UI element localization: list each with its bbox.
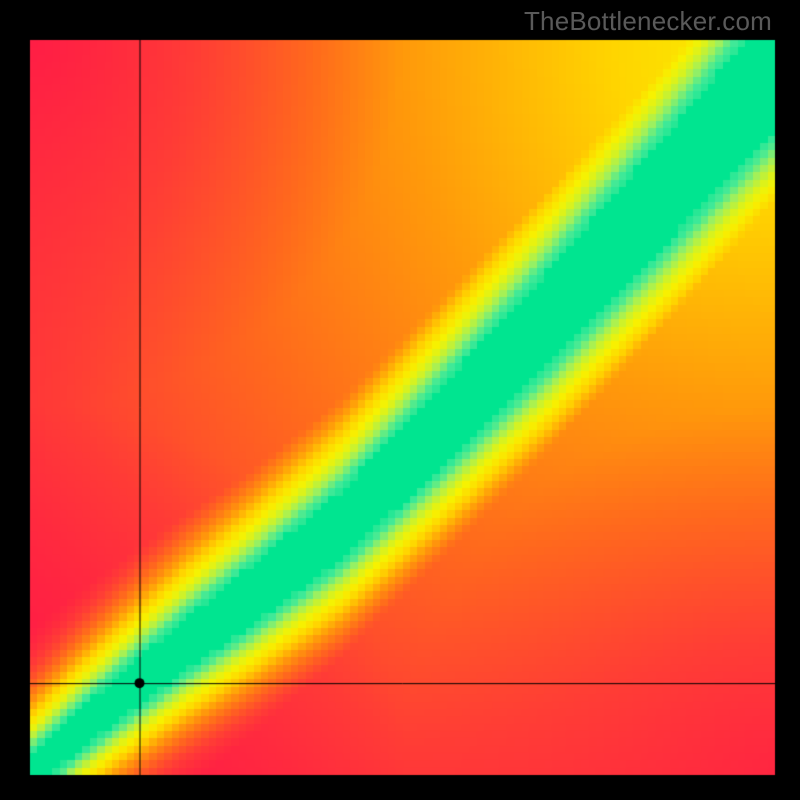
chart-container: TheBottlenecker.com (0, 0, 800, 800)
watermark-text: TheBottlenecker.com (524, 6, 772, 37)
bottleneck-heatmap (0, 0, 800, 800)
